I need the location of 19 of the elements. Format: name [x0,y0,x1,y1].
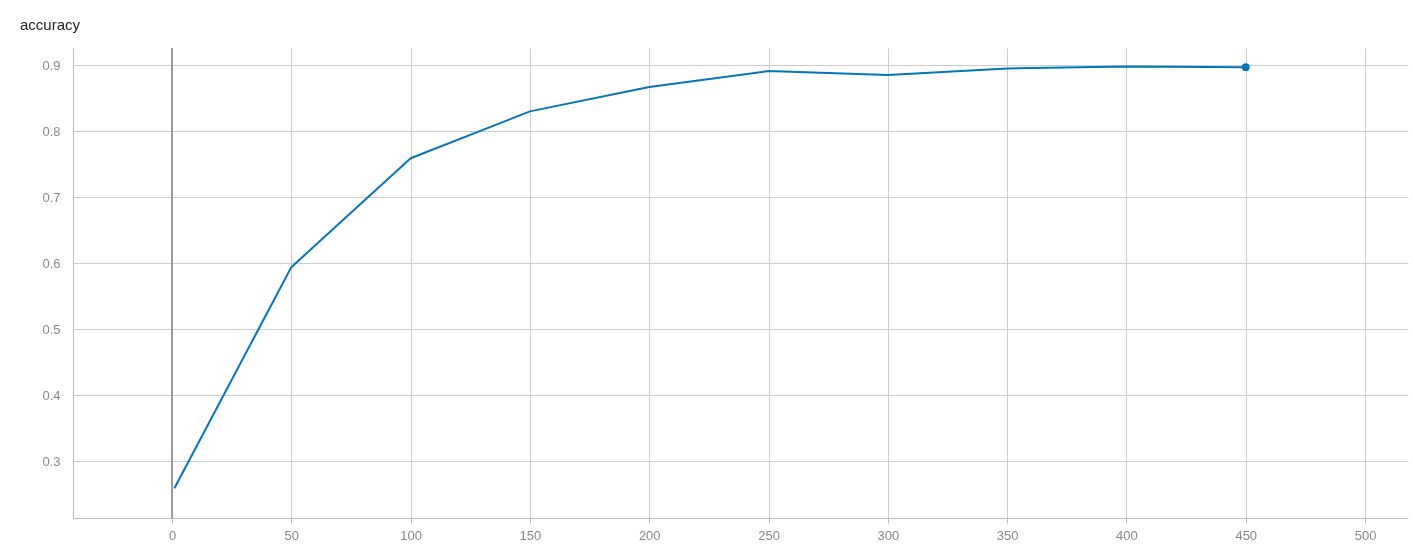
x-tick-label: 500 [1354,527,1377,543]
y-tick-label: 0.5 [42,321,61,337]
y-tick-label: 0.3 [42,453,61,469]
y-tick-label: 0.4 [42,387,61,403]
x-tick-label: 400 [1116,527,1138,543]
y-tick-label: 0.6 [42,255,61,271]
x-tick-label: 0 [168,527,177,543]
x-tick-label: 300 [877,527,900,543]
x-tick-label: 50 [284,527,300,543]
x-tick-label: 100 [400,527,422,543]
y-tick-label: 0.7 [42,189,61,205]
x-tick-label: 450 [1235,527,1258,543]
x-tick-label: 200 [638,527,661,543]
y-tick-label: 0.8 [42,123,61,139]
y-tick-label: 0.9 [42,57,61,73]
x-tick-label: 250 [758,527,780,543]
x-tick-label: 150 [519,527,542,543]
x-tick-label: 350 [996,527,1019,543]
chart-title: accuracy [20,16,81,33]
